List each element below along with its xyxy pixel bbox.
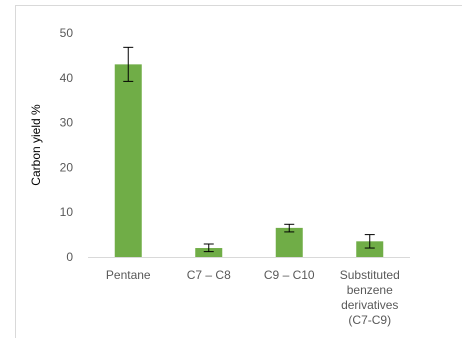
y-axis-ticks: 0 10 20 30 40 50	[60, 26, 74, 264]
error-bar	[364, 234, 375, 249]
bar	[195, 248, 223, 257]
error-bar	[203, 243, 214, 253]
chart-border-top	[15, 5, 462, 6]
bar	[356, 241, 384, 257]
y-tick-label: 20	[60, 160, 74, 174]
x-axis-labels: Pentane C7 – C8 C9 – C10 Substituted benzene…	[106, 268, 400, 327]
y-tick-label: 10	[60, 205, 74, 219]
x-tick-label: Pentane	[106, 268, 151, 282]
bar	[275, 227, 303, 257]
error-bar	[284, 223, 295, 233]
x-tick-label: C9 – C10	[264, 268, 315, 282]
y-tick-label: 40	[60, 71, 74, 85]
y-tick-label: 50	[60, 26, 74, 40]
bar	[114, 64, 142, 257]
x-tick-label: Substituted benzene derivatives (C7-C9)	[340, 268, 400, 327]
bars	[114, 64, 384, 257]
y-axis-title: Carbon yield %	[29, 104, 43, 186]
y-tick-label: 0	[66, 250, 73, 264]
y-tick-label: 30	[60, 116, 74, 130]
chart-border-left	[15, 5, 16, 338]
error-bars	[123, 46, 375, 253]
x-tick-label: C7 – C8	[187, 268, 231, 282]
error-bar	[123, 46, 134, 82]
